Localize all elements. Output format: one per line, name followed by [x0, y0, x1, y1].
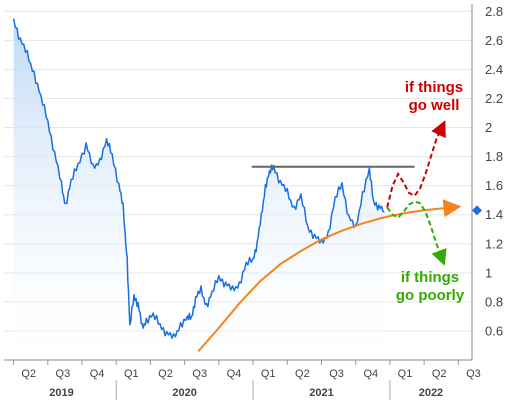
y-tick-label: 2.4 [485, 62, 503, 77]
annotation-down: go poorly [396, 287, 465, 304]
overlay-marks [197, 120, 482, 352]
y-tick-label: 1.8 [485, 149, 503, 164]
x-quarter-label: Q2 [158, 368, 173, 380]
scenario-down-path [386, 200, 447, 266]
x-quarter-label: Q1 [398, 368, 413, 380]
x-quarter-label: Q1 [124, 368, 139, 380]
x-quarter-label: Q2 [432, 368, 447, 380]
annotation-up: if things [405, 79, 463, 96]
x-quarter-label: Q2 [295, 368, 310, 380]
x-year-label: 2021 [309, 387, 333, 399]
y-tick-label: 2.2 [485, 91, 503, 106]
x-quarter-label: Q3 [466, 368, 481, 380]
scenario-up-path [386, 120, 446, 208]
x-quarter-label: Q3 [329, 368, 344, 380]
series-area [13, 18, 385, 360]
x-quarter-label: Q1 [261, 368, 276, 380]
rate-area-fill [13, 18, 385, 360]
annotation-up: go well [409, 97, 460, 114]
y-tick-label: 2.8 [485, 4, 503, 19]
y-tick-label: 0.8 [485, 294, 503, 309]
tick-labels: 0.6 0.8 1 1.2 1.4 1.6 1.8 2 2.2 2.4 2.6 2.8 Q2 Q3 Q4 Q1… [21, 4, 503, 399]
y-tick-label: 0.6 [485, 323, 503, 338]
annotation-down: if things [401, 269, 459, 286]
x-year-label: 2022 [419, 387, 443, 399]
x-quarter-label: Q2 [21, 368, 36, 380]
x-quarter-label: Q3 [192, 368, 207, 380]
y-tick-label: 2.6 [485, 33, 503, 48]
y-tick-label: 1.4 [485, 207, 503, 222]
support-curve [197, 199, 462, 352]
y-tick-label: 1.2 [485, 236, 503, 251]
x-year-label: 2020 [172, 387, 196, 399]
x-year-label: 2019 [49, 387, 73, 399]
x-quarter-label: Q4 [227, 368, 242, 380]
current-value-marker [472, 205, 482, 216]
y-tick-label: 1.6 [485, 178, 503, 193]
y-tick-label: 2 [485, 120, 492, 135]
axes [4, 4, 473, 400]
x-quarter-label: Q4 [90, 368, 105, 380]
y-tick-label: 1 [485, 265, 492, 280]
x-quarter-label: Q4 [363, 368, 378, 380]
x-quarter-label: Q3 [56, 368, 71, 380]
